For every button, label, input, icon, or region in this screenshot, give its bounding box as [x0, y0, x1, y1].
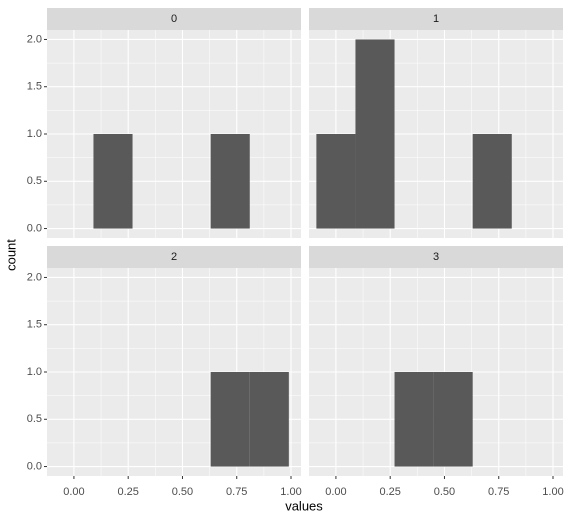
strip	[47, 246, 301, 268]
y-axis-title: count	[3, 239, 18, 271]
x-tick-label: 0.00	[325, 486, 346, 498]
y-tick-label: 1.5	[27, 81, 42, 93]
bar	[355, 39, 395, 229]
x-tick-label: 0.25	[117, 486, 138, 498]
strip	[47, 8, 301, 30]
x-tick-label: 0.50	[434, 486, 455, 498]
strip	[309, 8, 563, 30]
x-tick-label: 0.75	[226, 486, 247, 498]
y-tick-label: 1.0	[27, 128, 42, 140]
strip-text: 1	[433, 13, 439, 25]
y-tick-label: 1.5	[27, 319, 42, 331]
strip-text: 0	[171, 13, 177, 25]
x-tick-label: 0.00	[63, 486, 84, 498]
strip	[309, 246, 563, 268]
bar	[394, 372, 434, 467]
bar	[210, 372, 250, 467]
strip-text: 3	[433, 251, 439, 263]
y-tick-label: 2.0	[27, 271, 42, 283]
bar	[249, 372, 289, 467]
strip-text: 2	[171, 251, 177, 263]
bar	[93, 134, 133, 229]
x-axis-title: values	[285, 498, 323, 513]
bar	[210, 134, 250, 229]
x-tick-label: 0.50	[172, 486, 193, 498]
x-tick-label: 0.75	[488, 486, 509, 498]
x-tick-label: 1.00	[280, 486, 301, 498]
y-tick-label: 0.0	[27, 460, 42, 472]
x-tick-label: 1.00	[542, 486, 563, 498]
bar	[472, 134, 512, 229]
y-tick-label: 0.5	[27, 413, 42, 425]
bar	[433, 372, 473, 467]
y-tick-label: 0.5	[27, 175, 42, 187]
x-tick-label: 0.25	[379, 486, 400, 498]
bar	[316, 134, 356, 229]
y-tick-label: 2.0	[27, 33, 42, 45]
y-tick-label: 1.0	[27, 366, 42, 378]
y-tick-label: 0.0	[27, 222, 42, 234]
